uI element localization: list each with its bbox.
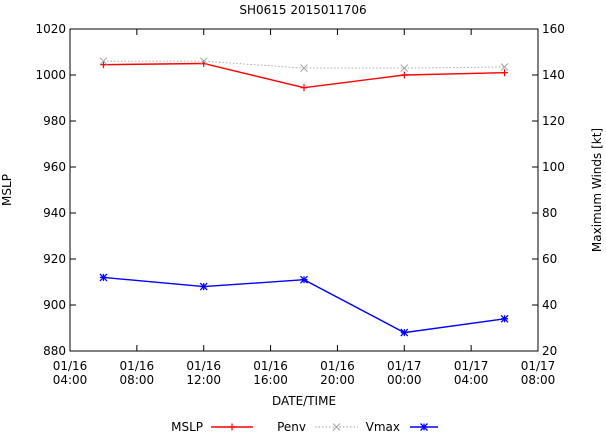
x-tick-label-date: 01/17 <box>454 359 489 373</box>
y2-axis-ticks: 20 40 60 80 100 120 140 160 <box>532 22 565 358</box>
data-point-vmax <box>400 64 409 72</box>
y-tick-label: 920 <box>43 252 66 266</box>
x-tick-label-time: 00:00 <box>387 373 422 387</box>
x-tick-label-time: 20:00 <box>320 373 355 387</box>
y2-tick-label: 120 <box>542 114 565 128</box>
data-point-mslp <box>300 275 308 284</box>
y-tick-label: 1020 <box>35 22 66 36</box>
x-tick-label-date: 01/16 <box>186 359 221 373</box>
x-axis-ticks: 01/1604:0001/1608:0001/1612:0001/1616:00… <box>53 29 556 387</box>
y2-axis-label: Maximum Winds [kt] <box>590 128 604 252</box>
data-point-vmax <box>500 63 509 71</box>
x-tick-label-time: 04:00 <box>454 373 489 387</box>
series-vmax <box>99 57 509 72</box>
x-tick-label-date: 01/16 <box>120 359 155 373</box>
x-tick-label-date: 01/16 <box>320 359 355 373</box>
legend-marker-mslp <box>420 423 428 431</box>
data-point-mslp <box>400 328 409 337</box>
y-tick-label: 880 <box>43 344 66 358</box>
y2-tick-label: 60 <box>542 252 557 266</box>
y-tick-label: 1000 <box>35 68 66 82</box>
chart-title: SH0615 2015011706 <box>239 3 366 17</box>
legend-marker-vmax <box>332 423 341 431</box>
data-point-vmax <box>300 64 308 72</box>
x-tick-label-date: 01/16 <box>53 359 88 373</box>
data-point-mslp <box>99 273 108 282</box>
x-tick-label-time: 08:00 <box>521 373 556 387</box>
y2-tick-label: 20 <box>542 344 557 358</box>
y-axis-label: MSLP <box>0 174 14 206</box>
series <box>99 57 509 337</box>
y-tick-label: 960 <box>43 160 66 174</box>
y-tick-label: 900 <box>43 298 66 312</box>
legend-label-vmax: Vmax <box>366 420 400 432</box>
x-tick-label-time: 12:00 <box>186 373 221 387</box>
y2-tick-label: 80 <box>542 206 557 220</box>
data-point-penv <box>99 61 107 69</box>
plot-frame <box>69 28 539 352</box>
y-tick-label: 940 <box>43 206 66 220</box>
x-tick-label-time: 16:00 <box>253 373 288 387</box>
series-mslp <box>99 273 509 337</box>
series-line-mslp <box>103 276 505 334</box>
series-penv <box>99 60 509 92</box>
data-point-vmax <box>199 57 208 66</box>
legend-label-mslp: MSLP <box>171 420 203 432</box>
y2-tick-label: 160 <box>542 22 565 36</box>
data-point-mslp <box>199 282 208 291</box>
legend-marker-penv <box>228 423 236 431</box>
legend: MSLP Penv Vmax <box>171 420 438 432</box>
y2-tick-label: 40 <box>542 298 557 312</box>
y2-tick-label: 140 <box>542 68 565 82</box>
data-point-penv <box>501 69 509 77</box>
x-tick-label-date: 01/16 <box>253 359 288 373</box>
y-tick-label: 980 <box>43 114 66 128</box>
x-tick-label-date: 01/17 <box>521 359 556 373</box>
x-axis-label: DATE/TIME <box>272 394 336 408</box>
legend-label-penv: Penv <box>277 420 306 432</box>
data-point-vmax <box>99 57 108 66</box>
x-tick-label-time: 04:00 <box>53 373 88 387</box>
y2-tick-label: 100 <box>542 160 565 174</box>
series-line-penv <box>103 62 505 89</box>
y-axis-ticks: 880 900 920 940 960 980 1000 1020 <box>35 22 76 358</box>
data-point-penv <box>300 84 308 92</box>
data-point-mslp <box>500 314 509 323</box>
x-tick-label-date: 01/17 <box>387 359 422 373</box>
x-tick-label-time: 08:00 <box>120 373 155 387</box>
data-point-penv <box>400 71 408 79</box>
